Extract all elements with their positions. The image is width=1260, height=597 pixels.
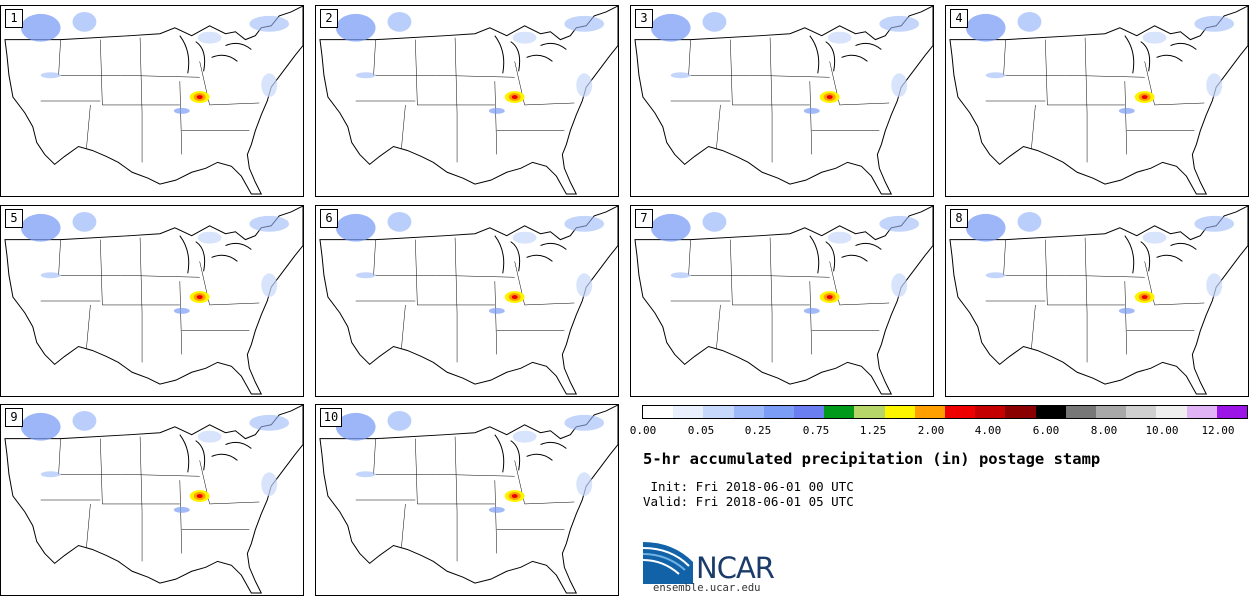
legend-tick: 0.00	[629, 424, 657, 437]
member-label: 10	[320, 408, 342, 427]
legend-swatch	[703, 406, 734, 418]
ensemble-url: ensemble.ucar.edu	[653, 582, 761, 594]
legend-tick: 12.00	[1201, 424, 1235, 437]
member-panel-5[interactable]: 5	[0, 205, 304, 397]
conus-map	[949, 206, 1248, 395]
conus-map	[634, 206, 933, 395]
legend-swatch	[733, 406, 764, 418]
member-label: 7	[635, 209, 653, 228]
legend-swatch	[914, 406, 946, 418]
legend-tick: 0.05	[687, 424, 715, 437]
legend-tick: 8.00	[1090, 424, 1118, 437]
legend-swatch	[945, 406, 976, 418]
ncar-logo-icon	[643, 542, 693, 584]
ncar-wordmark: NCAR	[696, 551, 775, 585]
conus-map	[4, 405, 303, 594]
plot-title: 5-hr accumulated precipitation (in) post…	[643, 450, 1101, 468]
legend-swatch	[975, 406, 1006, 418]
legend-swatch	[643, 406, 674, 418]
member-panel-4[interactable]: 4	[945, 5, 1249, 197]
legend-tick: 0.75	[802, 424, 830, 437]
legend-tick: 1.25	[859, 424, 887, 437]
legend-swatch	[884, 406, 915, 418]
legend-tick: 2.00	[917, 424, 945, 437]
conus-map	[949, 6, 1248, 195]
legend-swatch	[1065, 406, 1097, 418]
legend-tick: 6.00	[1032, 424, 1060, 437]
member-label: 1	[5, 9, 23, 28]
legend-swatch	[824, 406, 855, 418]
conus-map	[634, 6, 933, 195]
conus-map	[4, 206, 303, 395]
conus-map	[319, 405, 618, 594]
member-panel-7[interactable]: 7	[630, 205, 934, 397]
member-panel-10[interactable]: 10	[315, 404, 619, 596]
member-panel-2[interactable]: 2	[315, 5, 619, 197]
conus-map	[319, 206, 618, 395]
member-panel-3[interactable]: 3	[630, 5, 934, 197]
legend-tick: 10.00	[1145, 424, 1179, 437]
legend-swatch	[1126, 406, 1157, 418]
legend-swatch	[1035, 406, 1066, 418]
member-panel-8[interactable]: 8	[945, 205, 1249, 397]
member-label: 8	[950, 209, 968, 228]
conus-map	[4, 6, 303, 195]
legend-swatch	[1186, 406, 1217, 418]
member-label: 2	[320, 9, 338, 28]
member-label: 4	[950, 9, 968, 28]
init-time: Init: Fri 2018-06-01 00 UTC	[643, 479, 854, 494]
member-label: 3	[635, 9, 653, 28]
legend-swatch	[1156, 406, 1187, 418]
legend-swatch	[1005, 406, 1036, 418]
legend-tick: 4.00	[974, 424, 1002, 437]
member-panel-9[interactable]: 9	[0, 404, 304, 596]
member-panel-1[interactable]: 1	[0, 5, 304, 197]
conus-map	[319, 6, 618, 195]
legend-swatch	[1216, 406, 1248, 418]
member-label: 5	[5, 209, 23, 228]
legend-swatch	[1096, 406, 1127, 418]
legend-swatch	[673, 406, 704, 418]
member-label: 9	[5, 408, 23, 427]
legend-swatch	[794, 406, 825, 418]
legend-swatch	[854, 406, 885, 418]
valid-time: Valid: Fri 2018-06-01 05 UTC	[643, 494, 854, 509]
member-label: 6	[320, 209, 338, 228]
legend-tick: 0.25	[744, 424, 772, 437]
member-panel-6[interactable]: 6	[315, 205, 619, 397]
precip-colorbar	[642, 405, 1248, 419]
legend-swatch	[763, 406, 795, 418]
